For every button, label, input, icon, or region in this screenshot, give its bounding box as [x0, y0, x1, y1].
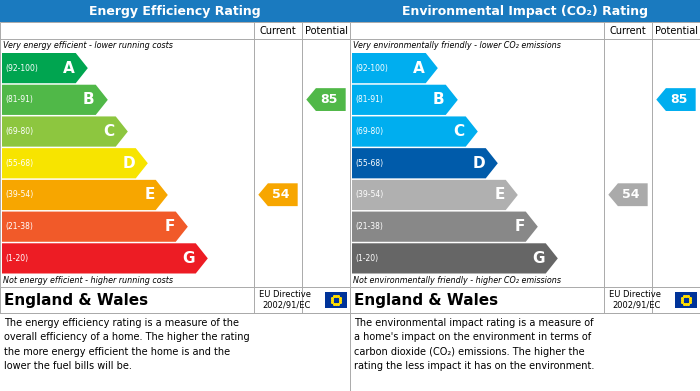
Text: (69-80): (69-80): [5, 127, 33, 136]
Bar: [0, 287, 350, 313]
Polygon shape: [2, 180, 168, 210]
Text: Current: Current: [260, 25, 296, 36]
Text: C: C: [454, 124, 465, 139]
Text: Very environmentally friendly - lower CO₂ emissions: Very environmentally friendly - lower CO…: [353, 41, 561, 50]
Text: (92-100): (92-100): [355, 64, 388, 73]
Text: 85: 85: [321, 93, 338, 106]
Bar: [0, 22, 350, 313]
Text: England & Wales: England & Wales: [4, 292, 148, 307]
Text: Potential: Potential: [304, 25, 347, 36]
Text: B: B: [433, 92, 444, 107]
Polygon shape: [2, 85, 108, 115]
Text: Potential: Potential: [654, 25, 697, 36]
Text: (21-38): (21-38): [5, 222, 33, 231]
Polygon shape: [352, 148, 498, 178]
Text: B: B: [83, 92, 94, 107]
Text: (69-80): (69-80): [355, 127, 383, 136]
Text: (92-100): (92-100): [5, 64, 38, 73]
Polygon shape: [2, 117, 128, 147]
Polygon shape: [2, 148, 148, 178]
Text: (81-91): (81-91): [5, 95, 33, 104]
Text: Current: Current: [610, 25, 646, 36]
Text: (39-54): (39-54): [5, 190, 34, 199]
Text: Not energy efficient - higher running costs: Not energy efficient - higher running co…: [3, 276, 173, 285]
Polygon shape: [2, 53, 87, 83]
Text: C: C: [104, 124, 115, 139]
Polygon shape: [352, 53, 438, 83]
Text: F: F: [164, 219, 175, 234]
Text: (21-38): (21-38): [355, 222, 383, 231]
Text: G: G: [182, 251, 195, 266]
Bar: [325, 292, 347, 308]
Polygon shape: [258, 183, 298, 206]
Polygon shape: [352, 85, 458, 115]
Text: (1-20): (1-20): [355, 254, 378, 263]
Text: E: E: [144, 187, 155, 203]
Text: 54: 54: [272, 188, 290, 201]
Bar: [0, 0, 350, 22]
Bar: [350, 22, 700, 313]
Text: A: A: [63, 61, 75, 75]
Bar: [350, 0, 700, 22]
Polygon shape: [307, 88, 346, 111]
Text: (1-20): (1-20): [5, 254, 28, 263]
Bar: [675, 292, 697, 308]
Text: E: E: [494, 187, 505, 203]
Polygon shape: [352, 212, 538, 242]
Polygon shape: [2, 212, 188, 242]
Text: G: G: [532, 251, 545, 266]
Text: (39-54): (39-54): [355, 190, 384, 199]
Text: England & Wales: England & Wales: [354, 292, 498, 307]
Text: D: D: [122, 156, 134, 171]
Polygon shape: [352, 243, 558, 273]
Text: A: A: [413, 61, 425, 75]
Text: Not environmentally friendly - higher CO₂ emissions: Not environmentally friendly - higher CO…: [353, 276, 561, 285]
Polygon shape: [608, 183, 648, 206]
Polygon shape: [2, 243, 208, 273]
Text: (55-68): (55-68): [355, 159, 383, 168]
Polygon shape: [657, 88, 696, 111]
Text: EU Directive
2002/91/EC: EU Directive 2002/91/EC: [259, 290, 311, 310]
Text: 85: 85: [671, 93, 688, 106]
Bar: [350, 287, 700, 313]
Text: EU Directive
2002/91/EC: EU Directive 2002/91/EC: [609, 290, 661, 310]
Text: Energy Efficiency Rating: Energy Efficiency Rating: [89, 5, 261, 18]
Text: (55-68): (55-68): [5, 159, 33, 168]
Text: 54: 54: [622, 188, 640, 201]
Text: (81-91): (81-91): [355, 95, 383, 104]
Text: F: F: [514, 219, 525, 234]
Text: The energy efficiency rating is a measure of the
overall efficiency of a home. T: The energy efficiency rating is a measur…: [4, 318, 250, 371]
Text: D: D: [472, 156, 484, 171]
Text: The environmental impact rating is a measure of
a home's impact on the environme: The environmental impact rating is a mea…: [354, 318, 594, 371]
Bar: [0, 313, 700, 391]
Polygon shape: [352, 180, 518, 210]
Text: Very energy efficient - lower running costs: Very energy efficient - lower running co…: [3, 41, 173, 50]
Polygon shape: [352, 117, 478, 147]
Text: Environmental Impact (CO₂) Rating: Environmental Impact (CO₂) Rating: [402, 5, 648, 18]
